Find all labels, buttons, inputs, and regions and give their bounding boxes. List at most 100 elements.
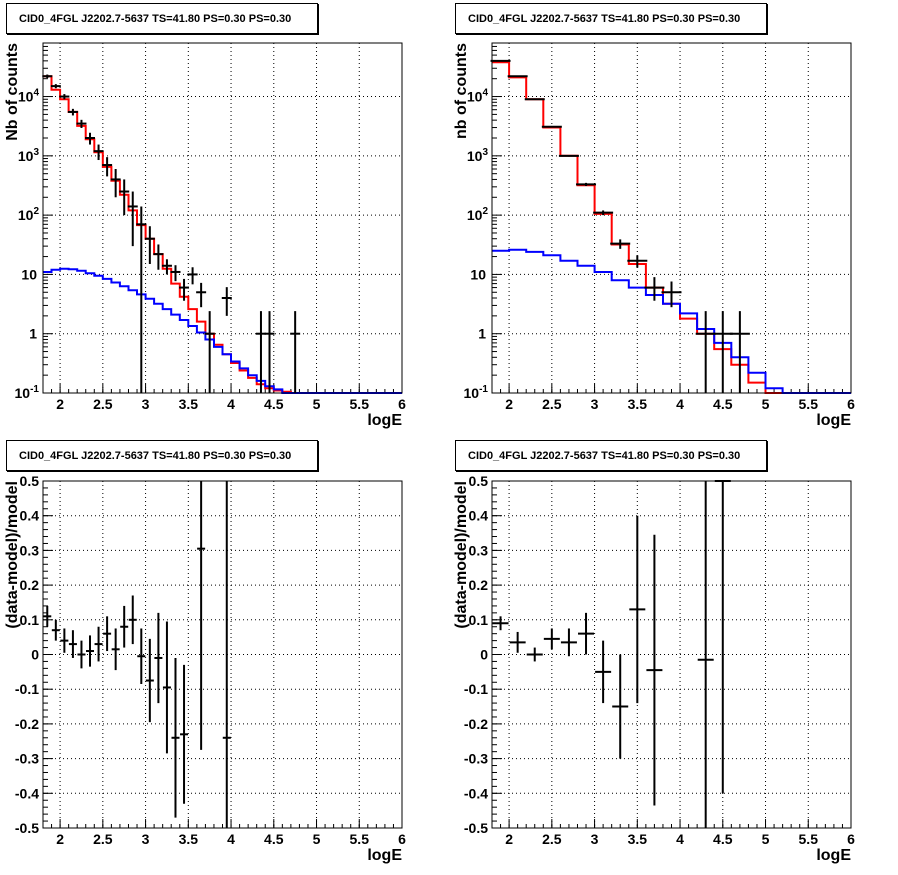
pad-title-2: CID0_4FGL J2202.7-5637 TS=41.80 PS=0.30 …	[455, 3, 767, 34]
data-point	[42, 74, 53, 79]
data-point	[145, 638, 154, 723]
y-tick-label: -0.5	[464, 820, 488, 836]
pad-title-4: CID0_4FGL J2202.7-5637 TS=41.80 PS=0.30 …	[455, 440, 767, 471]
data-point	[509, 631, 526, 653]
x-tick-label: 2	[505, 396, 513, 412]
x-tick-label: 5.5	[799, 396, 819, 412]
plot-frame	[42, 42, 403, 394]
x-tick-label: 4	[676, 831, 684, 847]
y-tick-label: 0.4	[469, 508, 489, 524]
data-point	[127, 191, 138, 247]
data-point	[576, 182, 597, 186]
data-point	[43, 605, 52, 627]
data-point	[120, 605, 129, 648]
data-point	[196, 282, 207, 308]
y-tick-label: 1	[478, 326, 486, 342]
y-tick-label: 0.3	[20, 542, 40, 558]
x-tick-label: 2.5	[542, 831, 562, 847]
data-point	[128, 595, 137, 645]
y-tick-label: 103	[18, 147, 40, 164]
y-tick-label: 10-1	[15, 384, 40, 401]
y-tick-label: 0.4	[20, 508, 40, 524]
y-tick-label: -0.2	[464, 716, 488, 732]
y-axis-label: Nb of counts	[4, 43, 21, 141]
y-tick-label: 10-1	[464, 384, 489, 401]
data-point	[697, 481, 714, 828]
data-point	[629, 515, 646, 704]
x-tick-label: 4	[227, 831, 235, 847]
pad-title-1: CID0_4FGL J2202.7-5637 TS=41.80 PS=0.30 …	[6, 3, 318, 34]
data-point	[661, 281, 682, 308]
y-tick-label: -0.1	[464, 681, 488, 697]
y-tick-label: -0.1	[15, 681, 39, 697]
data-point	[221, 287, 232, 316]
pad-title-3: CID0_4FGL J2202.7-5637 TS=41.80 PS=0.30 …	[6, 440, 318, 471]
x-tick-label: 4.5	[264, 831, 284, 847]
data-point	[119, 179, 130, 216]
x-tick-label: 2.5	[542, 396, 562, 412]
y-tick-label: 0.3	[469, 542, 489, 558]
data-point	[695, 311, 716, 393]
x-tick-label: 3	[142, 396, 150, 412]
x-tick-label: 6	[847, 831, 855, 847]
data-point	[612, 654, 629, 759]
y-tick-label: 0.1	[469, 612, 489, 628]
y-axis-label: (data-model)/model	[453, 481, 470, 629]
data-point	[541, 125, 562, 128]
x-axis-label: logE	[816, 412, 851, 429]
y-tick-label: 104	[467, 88, 489, 105]
data-point	[77, 640, 86, 669]
y-tick-label: 0.5	[469, 473, 489, 489]
y-tick-label: 103	[467, 147, 489, 164]
data-point	[51, 619, 60, 641]
data-point	[197, 481, 206, 750]
data-point	[110, 168, 121, 198]
data-point	[644, 277, 665, 301]
series-source-model-line	[43, 267, 402, 394]
x-tick-label: 2	[56, 396, 64, 412]
data-point	[153, 244, 164, 270]
x-tick-label: 4	[227, 396, 235, 412]
y-tick-label: 0.1	[20, 612, 40, 628]
data-point	[76, 119, 87, 128]
data-point	[558, 154, 579, 157]
y-tick-label: 102	[467, 206, 489, 223]
data-point	[187, 267, 198, 285]
x-tick-label: 3	[142, 831, 150, 847]
chart-1: 2 2.5 3 3.5 4 4.5 5 5.5 6 10-1 1 10 102 103 104 logE Nb …	[4, 42, 406, 429]
data-point	[180, 664, 189, 804]
x-tick-label: 2	[505, 831, 513, 847]
chart-2: 2 2.5 3 3.5 4 4.5 5 5.5 6 10-1 1 10 102 103 104 logE nb …	[453, 42, 855, 429]
series-total-model-line	[43, 75, 402, 394]
x-tick-label: 2.5	[93, 396, 113, 412]
data-point	[595, 640, 612, 704]
data-point	[255, 311, 266, 393]
data-point	[162, 621, 171, 754]
data-point	[204, 311, 215, 393]
y-tick-label: 0	[480, 647, 488, 663]
data-point	[729, 311, 750, 393]
data-point	[712, 311, 733, 393]
x-tick-label: 6	[398, 396, 406, 412]
x-tick-label: 5	[313, 831, 321, 847]
chart-3: 2 2.5 3 3.5 4 4.5 5 5.5 6 -0.5 -0.4 -0.3 -0.2 -0.1 0 0.…	[4, 473, 406, 864]
x-tick-label: 5	[762, 831, 770, 847]
data-point	[161, 259, 172, 275]
x-tick-label: 4.5	[264, 396, 284, 412]
x-tick-label: 3.5	[179, 831, 199, 847]
data-point	[179, 278, 190, 301]
data-point	[137, 628, 146, 684]
x-tick-label: 3.5	[628, 831, 648, 847]
data-point	[627, 255, 648, 268]
data-point	[290, 311, 301, 393]
data-point	[264, 311, 275, 393]
data-point	[543, 628, 560, 650]
plot-frame	[491, 42, 852, 394]
data-point	[111, 628, 120, 671]
x-tick-label: 6	[847, 396, 855, 412]
x-tick-label: 3	[591, 831, 599, 847]
x-tick-label: 6	[398, 831, 406, 847]
x-tick-label: 3	[591, 396, 599, 412]
y-tick-label: 0.2	[20, 577, 40, 593]
